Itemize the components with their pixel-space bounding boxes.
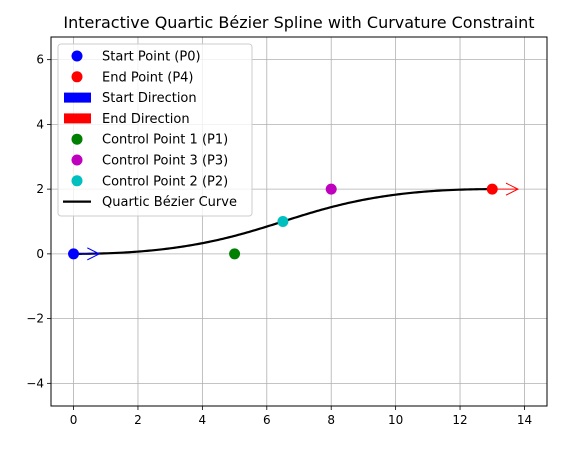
arrow-head <box>87 247 101 261</box>
legend-entry: Control Point 3 (P3) <box>71 154 228 169</box>
y-tick-label: 2 <box>36 182 44 196</box>
legend-entry: Start Point (P0) <box>71 50 201 65</box>
legend-patch <box>64 113 91 124</box>
point-marker <box>325 183 337 195</box>
point-marker <box>486 183 498 195</box>
arrow-head <box>505 182 520 196</box>
x-tick-label: 2 <box>134 413 142 427</box>
legend-box <box>57 43 253 217</box>
legend-patch <box>64 92 91 103</box>
legend-entry: End Direction <box>64 112 190 127</box>
x-tick-label: 8 <box>327 413 335 427</box>
legend-marker <box>71 50 83 62</box>
legend: Start Point (P0) End Point (P4) Start Dire… <box>57 43 253 217</box>
x-tick-label: 14 <box>517 413 532 427</box>
legend-entry: Quartic Bézier Curve <box>63 195 237 210</box>
legend-marker <box>71 154 83 166</box>
legend-entry: Start Direction <box>64 91 197 106</box>
y-tick-label: −4 <box>26 376 44 390</box>
point-marker <box>68 248 80 260</box>
legend-entry: Control Point 2 (P2) <box>71 174 228 189</box>
legend-marker <box>71 133 83 145</box>
legend-marker <box>71 175 83 187</box>
legend-label: Start Direction <box>102 91 197 106</box>
axis-layer: 0 2 4 6 8 10 12 14 −4 −2 0 2 4 6 <box>26 53 532 427</box>
legend-label: Control Point 3 (P3) <box>102 154 228 169</box>
y-tick-label: 6 <box>36 53 44 67</box>
point-marker <box>277 216 289 227</box>
x-tick-label: 10 <box>388 413 403 427</box>
legend-entry: End Point (P4) <box>71 70 194 85</box>
x-tick-label: 4 <box>199 413 207 427</box>
legend-marker <box>71 71 83 83</box>
y-tick-label: 4 <box>36 117 44 131</box>
x-tick-label: 0 <box>70 413 78 427</box>
legend-label: End Direction <box>102 112 190 127</box>
x-tick-label: 12 <box>452 413 467 427</box>
legend-label: End Point (P4) <box>102 70 194 85</box>
plot-frame <box>50 36 548 407</box>
y-tick-label: −2 <box>26 312 44 326</box>
chart-title: Interactive Quartic Bézier Spline with C… <box>63 13 534 32</box>
marker-layer <box>68 182 520 261</box>
y-tick-label: 0 <box>36 247 44 261</box>
legend-label: Control Point 1 (P1) <box>102 133 228 148</box>
point-marker <box>229 248 241 260</box>
legend-label: Start Point (P0) <box>102 50 201 65</box>
legend-entry: Control Point 1 (P1) <box>71 133 228 148</box>
legend-label: Control Point 2 (P2) <box>102 174 228 189</box>
legend-label: Quartic Bézier Curve <box>102 195 237 210</box>
x-tick-label: 6 <box>263 413 271 427</box>
